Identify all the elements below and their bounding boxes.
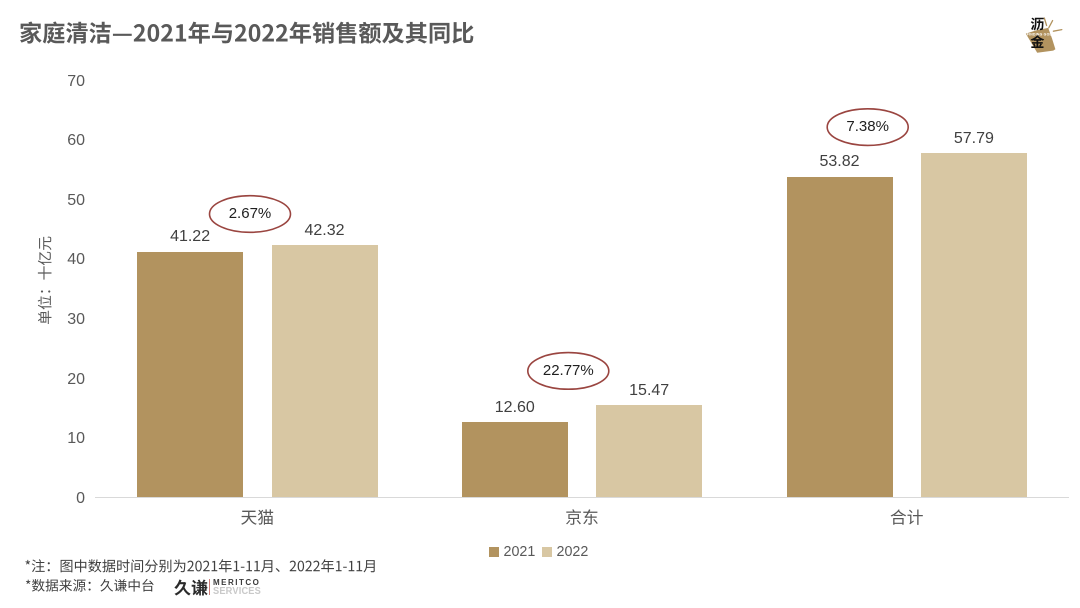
svg-text:FINDING GOLD: FINDING GOLD [1027,32,1055,36]
